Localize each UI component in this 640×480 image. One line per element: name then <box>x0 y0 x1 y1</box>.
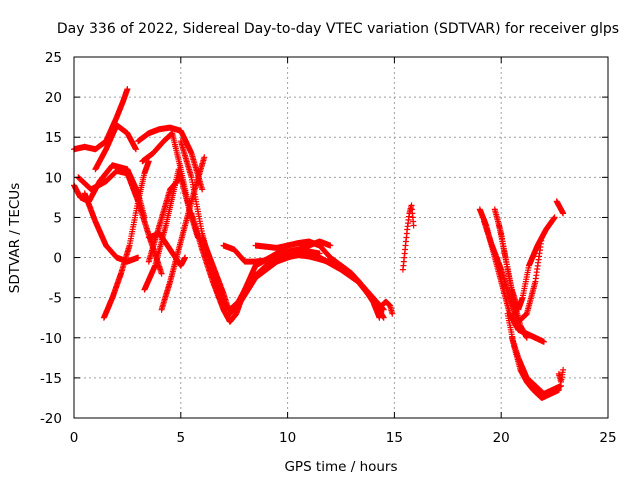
x-tick-label: 25 <box>599 430 616 446</box>
x-tick-label: 5 <box>177 430 186 446</box>
x-tick-label: 20 <box>493 430 510 446</box>
y-tick-label: -20 <box>40 411 62 427</box>
series-points <box>252 238 387 313</box>
y-tick-label: -5 <box>49 291 62 307</box>
y-tick-label: 20 <box>45 90 62 106</box>
y-tick-label: -10 <box>40 331 62 347</box>
y-tick-label: 25 <box>45 50 62 66</box>
series-points <box>145 230 189 269</box>
y-tick-label: 5 <box>53 210 62 226</box>
y-tick-label: 0 <box>53 251 62 267</box>
series-arc26 <box>555 366 567 385</box>
series-points <box>399 202 417 273</box>
series-arc7 <box>135 124 206 193</box>
series-points <box>553 198 567 217</box>
x-tick-label: 15 <box>386 430 403 446</box>
x-tick-label: 0 <box>70 430 79 446</box>
series-points <box>555 366 567 385</box>
series-points <box>508 334 564 397</box>
x-axis-label: GPS time / hours <box>284 459 397 475</box>
series-points <box>378 298 396 317</box>
y-tick-label: -15 <box>40 371 62 387</box>
grid <box>74 57 608 418</box>
y-axis-label: SDTVAR / TECUs <box>7 183 23 293</box>
series-points <box>135 124 206 193</box>
y-tick-label: 15 <box>45 130 62 146</box>
series-arc17 <box>252 238 387 313</box>
series-arc18 <box>378 298 396 317</box>
series-arc12 <box>145 230 189 269</box>
series-points <box>496 214 558 313</box>
series-arc27 <box>553 198 567 217</box>
y-tick-label: 10 <box>45 170 62 186</box>
axis-ticks <box>73 56 609 419</box>
series-arc23 <box>496 214 558 313</box>
plot-frame <box>73 56 609 419</box>
tick-labels: 0 5 10 15 20 25 -20 -15 -10 -5 0 5 10 15 20 25 <box>40 50 617 446</box>
chart-title: Day 336 of 2022, Sidereal Day-to-day VTE… <box>57 21 619 37</box>
series-points <box>92 122 139 173</box>
series-arc19 <box>399 202 417 273</box>
series-arc6 <box>92 122 139 173</box>
series-points <box>100 158 152 321</box>
x-tick-label: 10 <box>279 430 296 446</box>
series-arc5 <box>100 158 152 321</box>
series-arc25 <box>508 334 564 397</box>
